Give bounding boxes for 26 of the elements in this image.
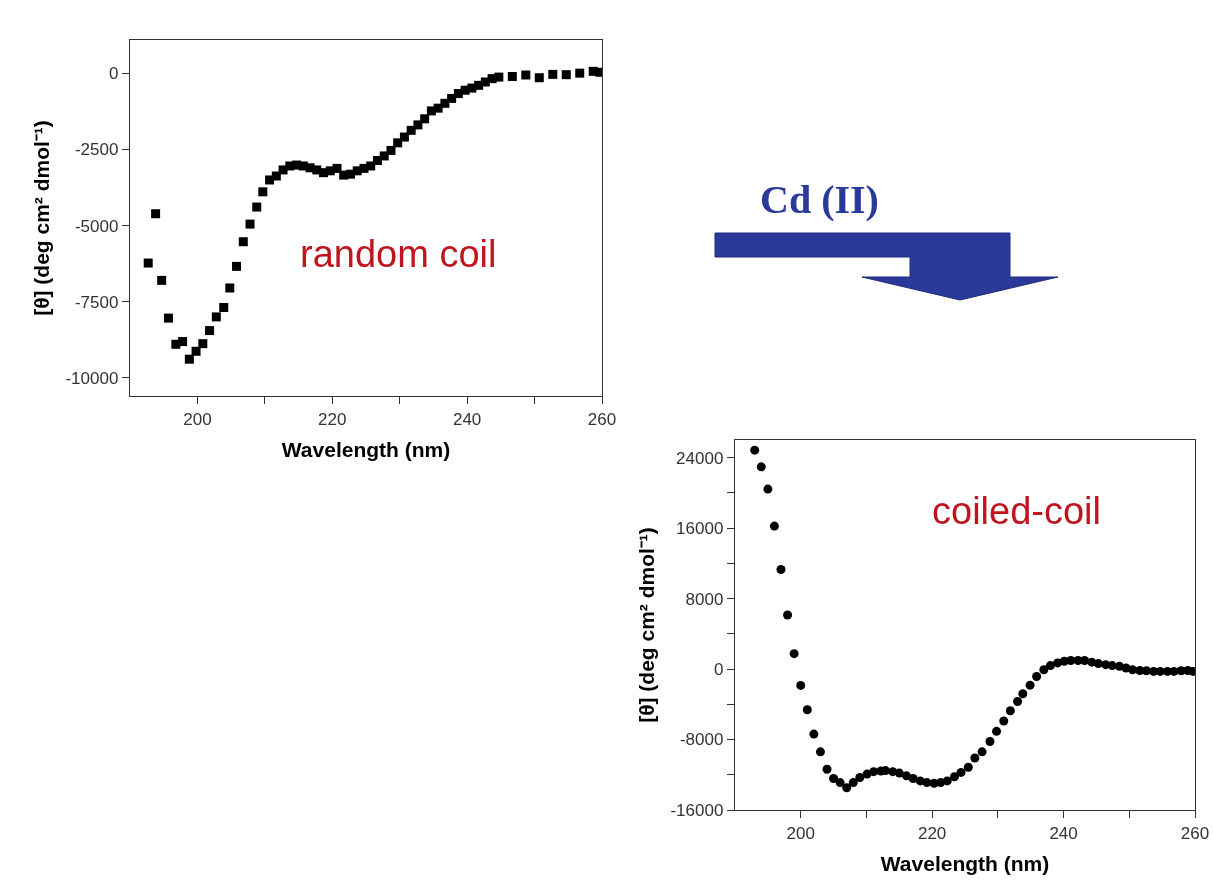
x-axis-title: Wavelength (nm)	[880, 851, 1050, 875]
y-tick-label: 0	[713, 660, 724, 679]
y-tick-label: 16000	[676, 519, 724, 539]
x-tick-label: 260	[1180, 823, 1210, 843]
x-tick-label: 200	[183, 409, 212, 429]
x-tick-label: 200	[786, 823, 815, 843]
y-tick-label: 8000	[685, 589, 724, 609]
annotation: random coil	[300, 233, 497, 275]
y-tick-label: -10000	[65, 368, 119, 388]
x-tick-label: 240	[452, 409, 482, 429]
y-tick-label: -5000	[74, 216, 119, 236]
x-tick-label: 220	[318, 409, 347, 429]
x-tick-label: 220	[917, 823, 947, 843]
x-axis-title: Wavelength (nm)	[281, 437, 451, 461]
x-tick-label: 240	[1049, 823, 1078, 843]
y-axis-title: [θ] (deg cm² dmol⁻¹)	[29, 120, 53, 316]
text: Cd (II)	[760, 176, 879, 223]
y-tick-label: 24000	[676, 448, 724, 468]
y-tick-label: -16000	[670, 800, 724, 820]
y-tick-label: -7500	[74, 292, 119, 312]
y-tick-label: -8000	[679, 730, 724, 750]
annotation: coiled-coil	[932, 490, 1101, 532]
y-axis-title: [θ] (deg cm² dmol⁻¹)	[634, 527, 658, 723]
x-tick-label: 260	[587, 409, 617, 429]
y-tick-label: -2500	[74, 140, 119, 160]
y-tick-label: 0	[108, 64, 119, 84]
